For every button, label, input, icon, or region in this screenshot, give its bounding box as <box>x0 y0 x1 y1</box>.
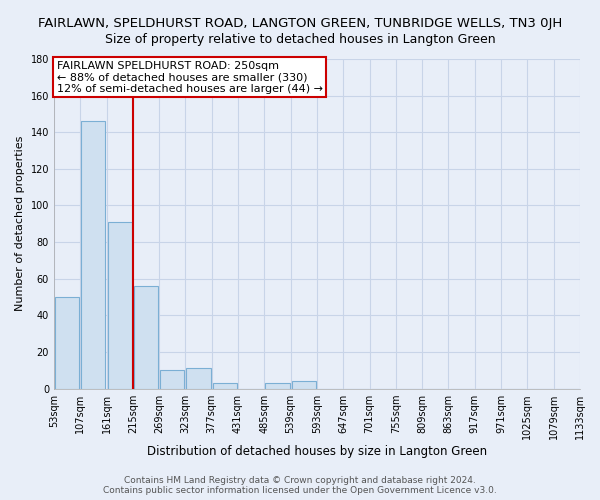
Bar <box>107 222 132 388</box>
Y-axis label: Number of detached properties: Number of detached properties <box>15 136 25 312</box>
Text: Size of property relative to detached houses in Langton Green: Size of property relative to detached ho… <box>104 32 496 46</box>
Bar <box>265 383 290 388</box>
Bar <box>160 370 184 388</box>
Bar <box>134 286 158 388</box>
Bar <box>55 297 79 388</box>
Text: Contains HM Land Registry data © Crown copyright and database right 2024.
Contai: Contains HM Land Registry data © Crown c… <box>103 476 497 495</box>
Bar <box>187 368 211 388</box>
Bar <box>213 383 237 388</box>
Text: FAIRLAWN, SPELDHURST ROAD, LANGTON GREEN, TUNBRIDGE WELLS, TN3 0JH: FAIRLAWN, SPELDHURST ROAD, LANGTON GREEN… <box>38 18 562 30</box>
Text: FAIRLAWN SPELDHURST ROAD: 250sqm
← 88% of detached houses are smaller (330)
12% : FAIRLAWN SPELDHURST ROAD: 250sqm ← 88% o… <box>56 60 323 94</box>
X-axis label: Distribution of detached houses by size in Langton Green: Distribution of detached houses by size … <box>147 444 487 458</box>
Bar <box>81 122 106 388</box>
Bar <box>292 382 316 388</box>
